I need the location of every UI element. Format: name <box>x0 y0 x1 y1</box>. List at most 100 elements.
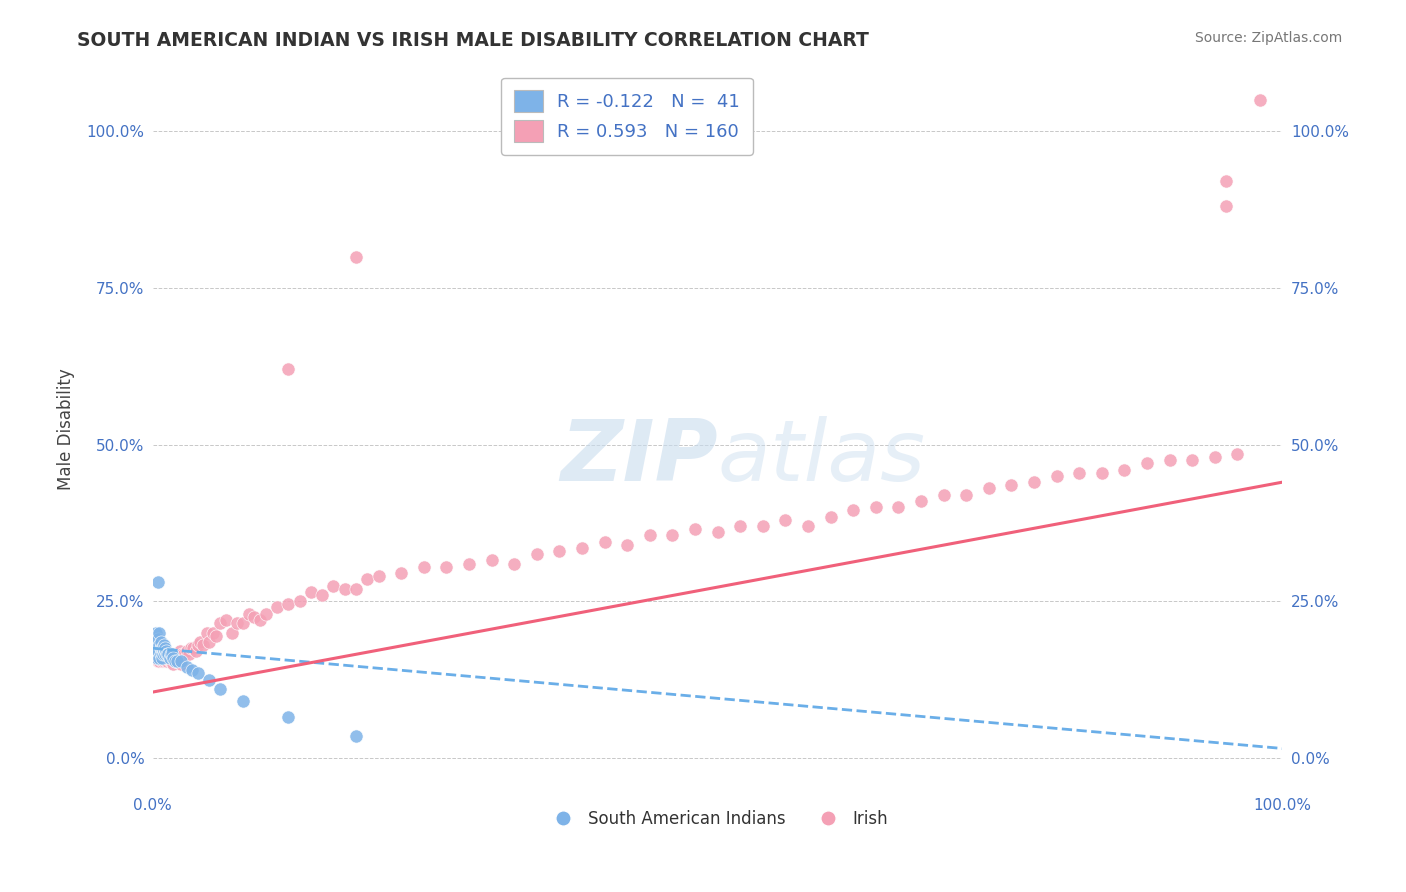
Point <box>176 644 198 658</box>
Point <box>205 629 228 643</box>
Point <box>165 654 187 668</box>
Point <box>593 534 616 549</box>
Point <box>148 638 170 652</box>
Point <box>333 582 356 596</box>
Point <box>356 572 378 586</box>
Point <box>232 694 254 708</box>
Point <box>187 638 209 652</box>
Point <box>526 547 548 561</box>
Point <box>169 644 191 658</box>
Point <box>148 650 170 665</box>
Point <box>153 648 176 662</box>
Point <box>775 513 797 527</box>
Point <box>181 641 204 656</box>
Point <box>152 648 174 662</box>
Point <box>344 729 367 743</box>
Point <box>198 635 221 649</box>
Point <box>160 648 183 662</box>
Point <box>865 500 887 515</box>
Point <box>932 488 955 502</box>
Point <box>683 522 706 536</box>
Point <box>153 638 176 652</box>
Point <box>159 654 181 668</box>
Point <box>156 654 179 668</box>
Point <box>149 635 172 649</box>
Point <box>167 654 190 668</box>
Point <box>638 528 661 542</box>
Point <box>145 625 167 640</box>
Point <box>299 584 322 599</box>
Point <box>149 650 172 665</box>
Point <box>548 544 571 558</box>
Y-axis label: Male Disability: Male Disability <box>58 368 75 490</box>
Point <box>143 644 166 658</box>
Point <box>277 710 299 724</box>
Point <box>1204 450 1226 464</box>
Text: SOUTH AMERICAN INDIAN VS IRISH MALE DISABILITY CORRELATION CHART: SOUTH AMERICAN INDIAN VS IRISH MALE DISA… <box>77 31 869 50</box>
Point <box>412 559 434 574</box>
Point <box>277 362 299 376</box>
Point <box>162 657 184 671</box>
Point <box>226 616 249 631</box>
Point <box>153 641 176 656</box>
Point <box>209 681 232 696</box>
Point <box>238 607 260 621</box>
Point <box>162 650 184 665</box>
Point <box>188 635 211 649</box>
Point <box>152 641 174 656</box>
Text: Source: ZipAtlas.com: Source: ZipAtlas.com <box>1195 31 1343 45</box>
Point <box>159 650 181 665</box>
Point <box>277 598 299 612</box>
Point <box>1159 453 1181 467</box>
Point <box>706 525 728 540</box>
Point <box>344 250 367 264</box>
Point <box>571 541 593 555</box>
Point <box>887 500 910 515</box>
Point <box>254 607 277 621</box>
Point <box>198 673 221 687</box>
Point <box>160 654 183 668</box>
Point <box>165 654 187 668</box>
Point <box>156 648 179 662</box>
Point <box>1181 453 1204 467</box>
Point <box>142 648 165 662</box>
Point <box>266 600 288 615</box>
Point <box>187 666 209 681</box>
Point <box>1069 466 1091 480</box>
Text: ZIP: ZIP <box>560 417 717 500</box>
Point <box>148 575 170 590</box>
Point <box>159 654 181 668</box>
Point <box>173 648 195 662</box>
Point <box>148 654 170 668</box>
Point <box>1215 174 1237 188</box>
Point <box>344 582 367 596</box>
Point <box>243 610 266 624</box>
Point <box>288 594 311 608</box>
Point <box>616 538 638 552</box>
Point <box>148 644 170 658</box>
Point <box>1215 199 1237 213</box>
Point <box>367 569 389 583</box>
Point <box>201 625 224 640</box>
Point <box>159 648 181 662</box>
Point <box>820 509 842 524</box>
Point <box>153 644 176 658</box>
Point <box>146 650 169 665</box>
Point <box>165 654 187 668</box>
Point <box>148 632 170 646</box>
Point <box>166 654 188 668</box>
Point <box>176 660 198 674</box>
Point <box>232 616 254 631</box>
Point <box>209 616 232 631</box>
Point <box>145 644 167 658</box>
Point <box>166 650 188 665</box>
Point <box>221 625 243 640</box>
Point <box>148 654 170 668</box>
Point <box>153 648 176 662</box>
Point <box>146 638 169 652</box>
Point <box>148 625 170 640</box>
Text: atlas: atlas <box>717 417 925 500</box>
Point <box>157 650 180 665</box>
Point <box>389 566 412 580</box>
Point <box>150 654 173 668</box>
